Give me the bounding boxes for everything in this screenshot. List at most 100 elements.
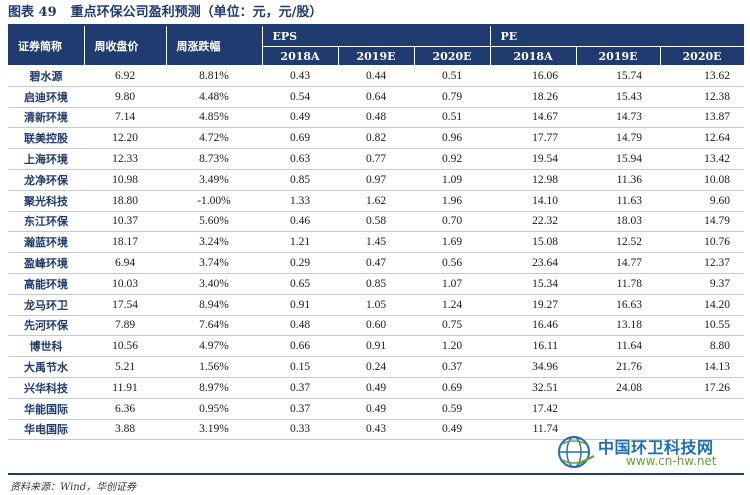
header-pe-2020e: 2020E [660, 46, 745, 66]
table-row: 大禹节水 5.21 1.56% 0.15 0.24 0.37 34.96 21.76 14.13 [8, 356, 745, 378]
pe-2019e-cell: 11.36 [576, 169, 661, 191]
weekly-change-cell: 3.49% [166, 169, 262, 191]
eps-2019e-cell: 0.49 [338, 398, 414, 420]
source-note: 资料来源：Wind，华创证券 [10, 482, 137, 493]
pe-2019e-cell: 15.74 [576, 65, 661, 87]
eps-2020e-cell: 0.59 [414, 398, 491, 420]
weekly-change-cell: 8.81% [166, 65, 262, 87]
figure-number: 图表 49 [8, 5, 57, 20]
eps-2019e-cell: 0.77 [338, 148, 414, 170]
pe-2020e-cell: 12.37 [660, 252, 745, 274]
weekly-close-cell: 10.98 [84, 169, 166, 191]
pe-2018a-cell: 11.74 [490, 419, 577, 441]
weekly-change-cell: -1.00% [166, 190, 262, 212]
weekly-change-cell: 3.24% [166, 231, 262, 254]
pe-2020e-cell: 14.20 [660, 294, 745, 316]
eps-2020e-cell: 0.70 [414, 211, 491, 233]
pe-2018a-cell: 14.10 [490, 190, 577, 212]
watermark-url: www.cn-hw.net [626, 454, 717, 468]
eps-2018a-cell: 0.43 [262, 65, 338, 87]
eps-2018a-cell: 0.66 [262, 335, 338, 358]
weekly-change-cell: 3.40% [166, 273, 262, 295]
eps-2020e-cell: 1.07 [414, 273, 491, 295]
header-eps-2018a: 2018A [262, 46, 339, 66]
eps-2020e-cell: 0.37 [414, 356, 491, 378]
pe-2018a-cell: 14.67 [490, 107, 577, 129]
weekly-close-cell: 11.91 [84, 377, 166, 399]
table-row: 清新环境 7.14 4.85% 0.49 0.48 0.51 14.67 14.73 13.87 [8, 107, 745, 129]
weekly-close-cell: 5.21 [84, 356, 166, 378]
pe-2020e-cell: 12.38 [660, 86, 745, 108]
pe-2020e-cell: 13.87 [660, 107, 745, 129]
figure-title: 图表 49 重点环保公司盈利预测（单位：元，元/股） [8, 3, 322, 23]
eps-2020e-cell: 1.96 [414, 190, 491, 212]
eps-2020e-cell: 1.09 [414, 169, 491, 191]
pe-2019e-cell: 15.94 [576, 148, 661, 170]
eps-2019e-cell: 1.62 [338, 190, 414, 212]
weekly-close-cell: 18.80 [84, 190, 166, 212]
pe-2019e-cell: 16.63 [576, 294, 661, 316]
eps-2019e-cell: 0.44 [338, 65, 414, 87]
eps-2019e-cell: 0.91 [338, 335, 414, 358]
pe-2020e-cell: 13.62 [660, 65, 745, 87]
eps-2020e-cell: 1.24 [414, 294, 491, 316]
security-name-cell: 碧水源 [8, 65, 84, 87]
pe-2019e-cell: 11.64 [576, 335, 661, 358]
table-row: 东江环保 10.37 5.60% 0.46 0.58 0.70 22.32 18.03 14.7… [8, 211, 745, 233]
pe-2020e-cell [660, 398, 745, 420]
eps-2018a-cell: 0.65 [262, 273, 338, 295]
watermark: 中国环卫科技网 www.cn-hw.net [556, 432, 746, 472]
security-name-cell: 兴华科技 [8, 377, 84, 399]
security-name-cell: 盈峰环境 [8, 252, 84, 274]
table-row: 聚光科技 18.80 -1.00% 1.33 1.62 1.96 14.10 11.63 9.6… [8, 190, 745, 212]
security-name-cell: 聚光科技 [8, 190, 84, 212]
eps-2018a-cell: 0.37 [262, 398, 338, 420]
eps-2020e-cell: 0.79 [414, 86, 491, 108]
pe-2019e-cell: 24.08 [576, 377, 661, 399]
eps-2019e-cell: 1.45 [338, 231, 414, 254]
eps-2019e-cell: 0.47 [338, 252, 414, 274]
header-weekly-change: 周涨跌幅 [166, 26, 263, 66]
eps-2019e-cell: 0.24 [338, 356, 414, 378]
table-row: 华能国际 6.36 0.95% 0.37 0.49 0.59 17.42 [8, 398, 745, 420]
pe-2018a-cell: 34.96 [490, 356, 577, 378]
table-row: 瀚蓝环境 18.17 3.24% 1.21 1.45 1.69 15.08 12.52 10.7… [8, 231, 745, 254]
pe-2019e-cell: 14.79 [576, 127, 661, 150]
eps-2018a-cell: 0.46 [262, 211, 338, 233]
weekly-close-cell: 10.03 [84, 273, 166, 295]
pe-2020e-cell: 14.13 [660, 356, 745, 378]
header-pe-2019e: 2019E [576, 46, 661, 66]
eps-2019e-cell: 0.60 [338, 315, 414, 337]
pe-2020e-cell: 12.64 [660, 127, 745, 150]
weekly-close-cell: 6.36 [84, 398, 166, 420]
header-eps-2019e: 2019E [338, 46, 415, 66]
eps-2018a-cell: 0.85 [262, 169, 338, 191]
weekly-close-cell: 10.37 [84, 211, 166, 233]
pe-2020e-cell: 9.60 [660, 190, 745, 212]
table-row: 盈峰环境 6.94 3.74% 0.29 0.47 0.56 23.64 14.77 12.37 [8, 252, 745, 274]
weekly-close-cell: 9.80 [84, 86, 166, 108]
bottom-rule [8, 473, 744, 475]
eps-2020e-cell: 0.56 [414, 252, 491, 274]
eps-2018a-cell: 0.54 [262, 86, 338, 108]
eps-2018a-cell: 1.33 [262, 190, 338, 212]
pe-2018a-cell: 22.32 [490, 211, 577, 233]
eps-2018a-cell: 0.29 [262, 252, 338, 274]
pe-2019e-cell [576, 398, 661, 420]
pe-2020e-cell [660, 419, 745, 441]
security-name-cell: 博世科 [8, 335, 84, 358]
eps-2020e-cell: 0.92 [414, 148, 491, 170]
pe-2019e-cell: 18.03 [576, 211, 661, 233]
table-row: 联美控股 12.20 4.72% 0.69 0.82 0.96 17.77 14.79 12.6… [8, 127, 745, 150]
security-name-cell: 联美控股 [8, 127, 84, 150]
pe-2018a-cell: 16.46 [490, 315, 577, 337]
pe-2019e-cell: 11.63 [576, 190, 661, 212]
eps-2019e-cell: 1.05 [338, 294, 414, 316]
pe-2018a-cell: 19.54 [490, 148, 577, 170]
table-row: 龙马环卫 17.54 8.94% 0.91 1.05 1.24 19.27 16.63 14.2… [8, 294, 745, 316]
security-name-cell: 华能国际 [8, 398, 84, 420]
weekly-close-cell: 17.54 [84, 294, 166, 316]
eps-2019e-cell: 0.85 [338, 273, 414, 295]
eps-2018a-cell: 0.63 [262, 148, 338, 170]
weekly-change-cell: 8.97% [166, 377, 262, 399]
